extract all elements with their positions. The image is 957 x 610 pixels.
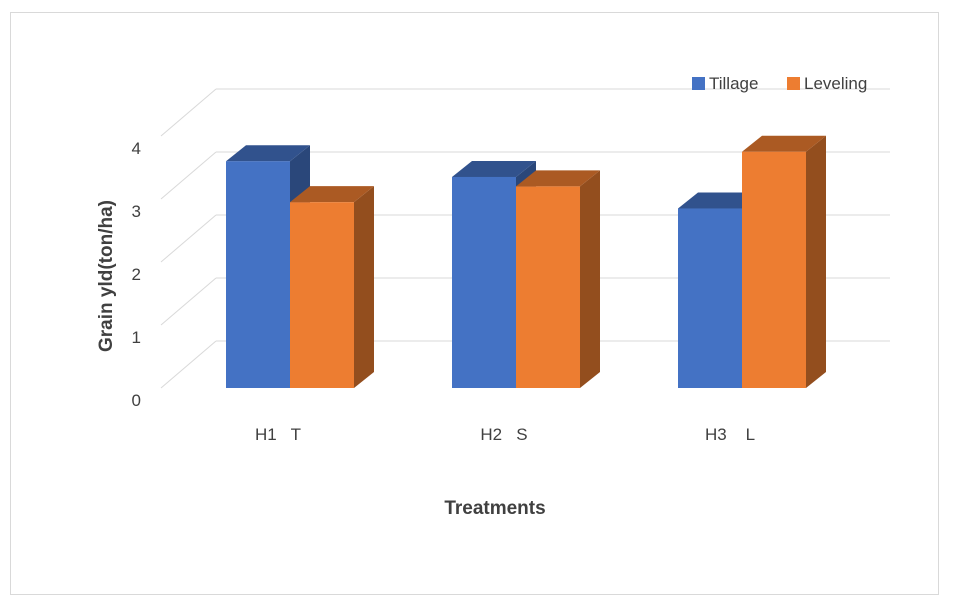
- y-tick-label: 4: [132, 139, 141, 158]
- bar-side: [354, 186, 374, 388]
- bar-top: [452, 160, 536, 177]
- bar-leveling-2: [516, 186, 580, 388]
- legend-swatch-tillage: [692, 77, 705, 90]
- bar-tillage-2: [452, 176, 516, 388]
- bar-chart: 0 1 2 3 4 H1 T H2 S H3 L Treatments Grain yld(…: [96, 74, 890, 519]
- bar-leveling-1: [290, 202, 354, 388]
- legend: Tillage Leveling: [692, 74, 867, 93]
- legend-swatch-leveling: [787, 77, 800, 90]
- bar-top: [678, 192, 762, 209]
- bar-top: [290, 186, 374, 203]
- gridline-side: [160, 214, 217, 263]
- bars: [226, 135, 826, 388]
- bar-top: [516, 170, 600, 187]
- x-tick-label: H3 L: [705, 425, 755, 444]
- gridline-side: [160, 151, 217, 200]
- y-tick-label: 1: [132, 328, 141, 347]
- bar-side: [580, 170, 600, 388]
- bar-top: [742, 135, 826, 152]
- x-tick-label: H2 S: [480, 425, 527, 444]
- bar-top: [226, 145, 310, 162]
- chart-frame: 0 1 2 3 4 H1 T H2 S H3 L Treatments Grain yld(…: [10, 12, 939, 595]
- y-axis-title: Grain yld(ton/ha): [96, 200, 117, 352]
- legend-label-leveling: Leveling: [804, 74, 867, 93]
- legend-label-tillage: Tillage: [709, 74, 758, 93]
- y-tick-label: 2: [132, 265, 141, 284]
- x-axis-title: Treatments: [444, 498, 545, 519]
- x-tick-label: H1 T: [255, 425, 301, 444]
- bar-side: [806, 135, 826, 388]
- x-axis-ticks: H1 T H2 S H3 L: [255, 425, 755, 444]
- gridline-side: [160, 340, 217, 389]
- gridline-side: [160, 88, 217, 137]
- bar-tillage-3: [678, 208, 742, 388]
- y-tick-label: 0: [132, 391, 141, 410]
- y-tick-label: 3: [132, 202, 141, 221]
- bar-leveling-3: [742, 151, 806, 388]
- gridline-side: [160, 277, 217, 326]
- bar-tillage-1: [226, 161, 290, 388]
- y-axis-ticks: 0 1 2 3 4: [132, 139, 141, 410]
